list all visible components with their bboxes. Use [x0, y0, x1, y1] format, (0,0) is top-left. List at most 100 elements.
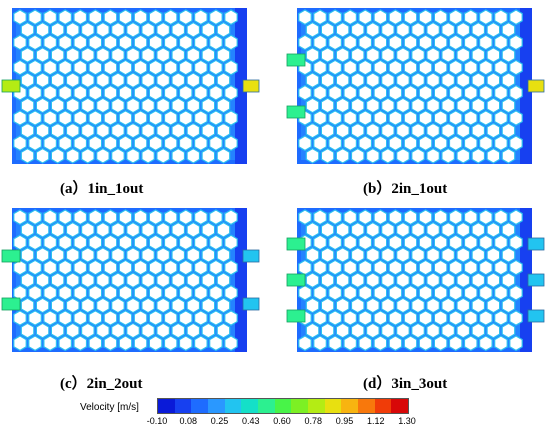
color-swatch: [258, 399, 275, 413]
hex-fin: [433, 110, 448, 126]
hex-fin: [80, 322, 95, 339]
hex-fin: [388, 84, 403, 101]
hex-fin: [224, 310, 238, 326]
hex-fin: [118, 335, 133, 352]
hex-fin: [126, 21, 140, 38]
hex-fin: [350, 122, 365, 139]
hex-fin: [441, 272, 455, 289]
hex-fin: [494, 335, 508, 352]
hex-fin: [448, 34, 463, 51]
hex-fin: [103, 310, 118, 326]
hex-fin: [365, 221, 380, 238]
hex-fin: [335, 297, 350, 314]
hex-fin: [494, 110, 508, 126]
hex-fin: [156, 322, 170, 339]
hex-fin: [411, 272, 425, 289]
hex-fin: [373, 310, 388, 326]
hex-fin: [141, 297, 155, 314]
hex-fin: [320, 47, 335, 63]
hex-fin: [141, 147, 155, 164]
hex-fin: [501, 297, 516, 314]
hex-fin: [350, 72, 365, 89]
hex-fin: [441, 322, 455, 339]
hex-fin: [456, 47, 471, 63]
hex-fin: [224, 259, 238, 276]
hex-fin: [65, 97, 80, 114]
hex-fin: [133, 310, 148, 326]
hex-fin: [126, 247, 140, 263]
hex-fin: [418, 259, 433, 276]
hex-fin: [186, 47, 201, 63]
hex-fin: [463, 34, 478, 51]
hex-fin: [163, 135, 178, 152]
hex-fin: [43, 110, 58, 126]
hex-fin: [148, 284, 163, 301]
hex-fin: [456, 297, 471, 314]
hex-fin: [65, 247, 80, 263]
hex-fin: [373, 34, 388, 51]
hex-fin: [88, 259, 103, 276]
hex-fin: [58, 335, 73, 352]
hex-fin: [178, 34, 193, 51]
hex-fin: [126, 322, 140, 339]
hex-fin: [201, 21, 216, 38]
hex-fin: [133, 259, 148, 276]
hex-fin: [411, 122, 425, 139]
caption-a: (a）1in_1out: [60, 181, 144, 197]
hex-fin: [58, 34, 73, 51]
hex-fin: [343, 84, 358, 101]
hex-fin: [426, 272, 440, 289]
hex-fin: [388, 335, 403, 352]
hex-fin: [313, 9, 327, 26]
hex-fin: [365, 322, 380, 339]
hex-fin: [479, 9, 493, 26]
hex-fin: [178, 310, 193, 326]
hex-fin: [365, 247, 380, 263]
hex-fin: [381, 147, 395, 164]
hex-fin: [156, 21, 170, 38]
hex-fin: [433, 335, 448, 352]
hex-fin: [141, 97, 155, 114]
hex-fin: [133, 135, 148, 152]
legend-tick-label: 1.30: [398, 416, 416, 426]
hex-fin: [65, 297, 80, 314]
hex-fin: [58, 310, 73, 326]
hex-fin: [171, 297, 186, 314]
hex-fin: [178, 59, 193, 76]
hex-fin: [448, 135, 463, 152]
hex-fin: [396, 147, 410, 164]
hex-fin: [20, 122, 35, 139]
hex-fin: [313, 110, 327, 126]
hex-fin: [509, 135, 523, 152]
hex-fin: [381, 221, 395, 238]
hex-fin: [50, 97, 65, 114]
hex-fin: [216, 221, 231, 238]
hex-fin: [194, 234, 208, 251]
hex-fin: [58, 284, 73, 301]
hex-fin: [201, 247, 216, 263]
hex-fin: [171, 247, 186, 263]
hex-fin: [456, 221, 471, 238]
hex-fin: [88, 59, 103, 76]
hex-fin: [396, 247, 410, 263]
hex-fin: [50, 247, 65, 263]
hex-fin: [343, 135, 358, 152]
outlet-port: [242, 297, 260, 311]
hex-fin: [13, 110, 27, 126]
hex-fin: [148, 335, 163, 352]
hex-fin: [73, 34, 88, 51]
hex-fin: [224, 209, 238, 226]
hex-fin: [305, 72, 320, 89]
color-swatch: [241, 399, 259, 413]
hex-fin: [350, 322, 365, 339]
hex-fin: [448, 9, 463, 26]
hex-fin: [381, 322, 395, 339]
hex-fin: [328, 59, 343, 76]
hex-fin: [456, 272, 471, 289]
hex-fin: [35, 47, 50, 63]
hex-fin: [381, 97, 395, 114]
hex-fin: [403, 335, 418, 352]
hex-fin: [463, 209, 478, 226]
hex-fin: [88, 110, 103, 126]
hex-fin: [403, 135, 418, 152]
